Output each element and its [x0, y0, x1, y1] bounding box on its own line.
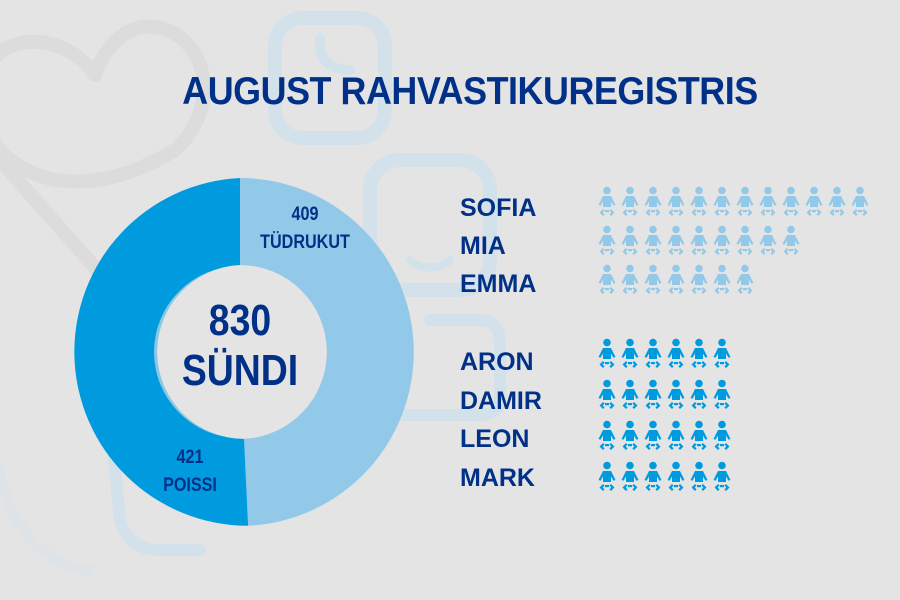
- girls-count-label: 409 TÜDRUKUT: [258, 200, 352, 258]
- baby-icon: [712, 420, 732, 452]
- baby-icon: [804, 186, 824, 218]
- heart-outline-icon: [0, 19, 211, 189]
- page-title: AUGUST RAHVASTIKUREGISTRIS: [38, 70, 866, 114]
- title-text: AUGUST RAHVASTIKUREGISTRIS: [182, 70, 758, 113]
- baby-icon: [689, 186, 709, 218]
- baby-icon: [643, 225, 663, 257]
- baby-icon: [689, 225, 709, 257]
- girls-slice: [240, 178, 414, 526]
- girls-label: TÜDRUKUT: [260, 232, 350, 253]
- baby-icon: [597, 338, 617, 370]
- baby-icon: [620, 264, 640, 296]
- baby-icon: [666, 186, 686, 218]
- boys-count-label: 421 POISSI: [148, 443, 233, 501]
- baby-icon: [643, 461, 663, 493]
- baby-icon: [666, 338, 686, 370]
- baby-icon: [643, 186, 663, 218]
- boys-slice: [74, 178, 249, 526]
- baby-icon: [689, 264, 709, 296]
- baby-icon: [712, 264, 732, 296]
- baby-icon: [712, 379, 732, 411]
- icon-row-mia: [597, 225, 801, 259]
- baby-icon: [689, 461, 709, 493]
- baby-icon: [620, 186, 640, 218]
- icon-row-damir: [597, 379, 732, 413]
- baby-icon: [620, 461, 640, 493]
- baby-icon: [689, 338, 709, 370]
- girls-count: 409: [291, 204, 319, 225]
- baby-icon: [666, 461, 686, 493]
- baby-icon: [758, 186, 778, 218]
- baby-icon: [758, 225, 778, 257]
- baby-icon: [597, 461, 617, 493]
- total-births-count: 830: [208, 296, 272, 345]
- baby-icon: [781, 225, 801, 257]
- icon-row-mark: [597, 461, 732, 495]
- baby-icon: [689, 379, 709, 411]
- name-emma: EMMA: [460, 270, 537, 298]
- baby-icon: [643, 264, 663, 296]
- baby-icon: [597, 420, 617, 452]
- baby-icon: [620, 420, 640, 452]
- boys-label: POISSI: [163, 475, 217, 496]
- baby-icon: [689, 420, 709, 452]
- baby-icon: [597, 264, 617, 296]
- baby-icon: [620, 379, 640, 411]
- baby-icon: [735, 225, 755, 257]
- baby-face-outline-icon-2: [363, 153, 497, 297]
- baby-icon: [712, 338, 732, 370]
- donut-hole: [154, 266, 326, 438]
- baby-icon: [827, 186, 847, 218]
- boys-count: 421: [176, 447, 204, 468]
- icon-row-aron: [597, 338, 732, 372]
- name-mark: MARK: [460, 464, 535, 492]
- baby-icon: [643, 379, 663, 411]
- baby-icon: [712, 225, 732, 257]
- baby-icon: [735, 264, 755, 296]
- baby-face-outline-icon: [268, 11, 392, 145]
- total-births-label: 830 SÜNDI: [172, 296, 308, 396]
- name-damir: DAMIR: [460, 387, 542, 415]
- icon-row-sofia: [597, 186, 870, 220]
- baby-icon: [666, 420, 686, 452]
- name-leon: LEON: [460, 425, 530, 453]
- icon-row-leon: [597, 420, 732, 454]
- baby-icon: [597, 379, 617, 411]
- icon-row-emma: [597, 264, 755, 298]
- baby-icon: [597, 225, 617, 257]
- baby-icon: [712, 461, 732, 493]
- baby-icon: [597, 186, 617, 218]
- baby-icon: [666, 264, 686, 296]
- baby-icon: [620, 225, 640, 257]
- name-sofia: SOFIA: [460, 194, 537, 222]
- baby-icon: [666, 379, 686, 411]
- baby-icon: [781, 186, 801, 218]
- name-mia: MIA: [460, 232, 506, 260]
- baby-icon: [643, 338, 663, 370]
- baby-icon: [666, 225, 686, 257]
- baby-icon: [712, 186, 732, 218]
- total-births-text: SÜNDI: [181, 346, 299, 395]
- baby-icon: [620, 338, 640, 370]
- baby-icon: [850, 186, 870, 218]
- baby-icon: [643, 420, 663, 452]
- baby-icon: [735, 186, 755, 218]
- name-aron: ARON: [460, 348, 534, 376]
